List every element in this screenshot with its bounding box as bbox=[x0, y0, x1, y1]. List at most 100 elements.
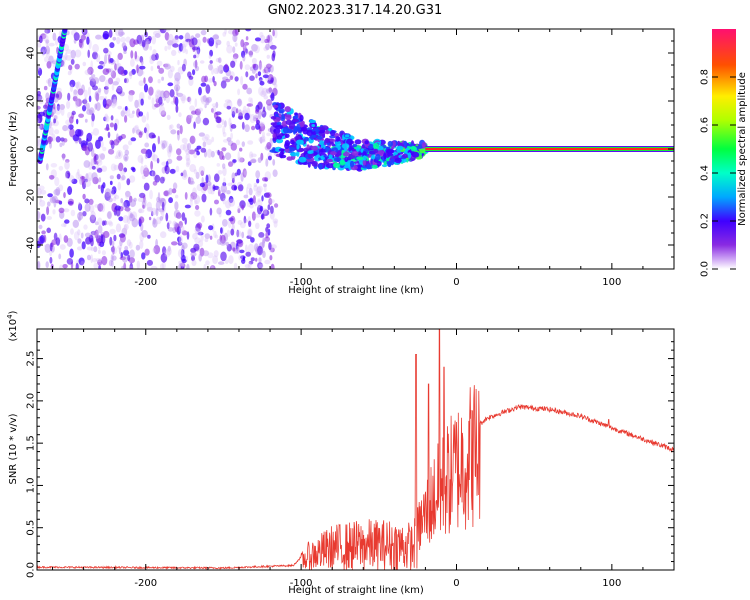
noise-blob bbox=[235, 139, 241, 146]
noise-blob bbox=[196, 230, 202, 236]
band-blob bbox=[335, 136, 340, 142]
noise-blob bbox=[255, 190, 262, 197]
noise-blob bbox=[75, 82, 79, 89]
noise-blob bbox=[245, 71, 249, 78]
noise-blob bbox=[170, 129, 177, 135]
noise-blob bbox=[270, 263, 275, 269]
noise-blob bbox=[222, 166, 227, 177]
noise-blob bbox=[37, 94, 43, 102]
noise-blob bbox=[82, 193, 86, 200]
band-blob bbox=[300, 126, 308, 132]
noise-blob bbox=[196, 222, 203, 229]
noise-blob bbox=[41, 49, 46, 57]
y-tick-label: 40 bbox=[26, 47, 37, 60]
noise-blob bbox=[37, 42, 42, 48]
noise-blob bbox=[194, 108, 201, 116]
noise-blob bbox=[151, 211, 154, 217]
noise-blob bbox=[233, 185, 237, 191]
noise-blob bbox=[104, 127, 110, 131]
band-blob bbox=[364, 140, 369, 145]
noise-blob bbox=[172, 220, 177, 227]
noise-blob bbox=[110, 140, 115, 150]
noise-blob bbox=[259, 121, 263, 126]
noise-blob bbox=[207, 252, 214, 259]
noise-blob bbox=[174, 222, 179, 228]
noise-blob bbox=[78, 39, 83, 48]
noise-blob bbox=[113, 164, 119, 171]
noise-blob bbox=[69, 128, 75, 138]
noise-blob bbox=[215, 116, 222, 124]
noise-blob bbox=[248, 50, 253, 58]
noise-blob bbox=[225, 209, 232, 216]
noise-blob bbox=[132, 110, 135, 115]
noise-blob bbox=[111, 189, 116, 195]
noise-blob bbox=[44, 29, 48, 37]
noise-blob bbox=[65, 170, 71, 179]
noise-blob bbox=[175, 165, 180, 173]
noise-blob bbox=[265, 158, 269, 167]
band-blob bbox=[403, 140, 408, 148]
noise-blob bbox=[209, 60, 213, 64]
noise-blob bbox=[74, 63, 80, 70]
noise-blob bbox=[95, 53, 101, 63]
noise-blob bbox=[199, 60, 205, 64]
noise-blob bbox=[136, 34, 143, 45]
noise-blob bbox=[218, 57, 222, 64]
noise-blob bbox=[43, 85, 48, 91]
noise-blob bbox=[45, 45, 50, 55]
noise-blob bbox=[139, 65, 146, 70]
noise-blob bbox=[152, 154, 158, 162]
noise-blob bbox=[134, 99, 139, 109]
noise-blob bbox=[272, 159, 276, 166]
noise-blob bbox=[140, 165, 144, 175]
band-blob bbox=[296, 139, 304, 145]
noise-blob bbox=[60, 223, 67, 228]
noise-blob bbox=[75, 98, 79, 108]
noise-blob bbox=[187, 143, 191, 151]
noise-blob bbox=[191, 46, 199, 51]
noise-blob bbox=[174, 201, 179, 211]
x-tick-label: -100 bbox=[290, 578, 313, 589]
noise-blob bbox=[244, 64, 251, 71]
noise-blob bbox=[159, 29, 167, 34]
noise-blob bbox=[224, 29, 227, 35]
noise-blob bbox=[259, 136, 263, 144]
noise-blob bbox=[247, 243, 255, 254]
noise-blob bbox=[144, 41, 149, 50]
noise-blob bbox=[261, 195, 264, 202]
noise-blob bbox=[188, 177, 194, 185]
noise-blob bbox=[53, 189, 60, 196]
noise-blob bbox=[111, 240, 115, 247]
noise-blob bbox=[243, 41, 250, 46]
noise-blob bbox=[101, 250, 106, 256]
noise-blob bbox=[114, 29, 122, 37]
noise-blob bbox=[81, 175, 85, 185]
band-blob bbox=[278, 148, 285, 152]
noise-blob bbox=[231, 172, 236, 181]
noise-blob bbox=[188, 75, 194, 80]
noise-blob bbox=[122, 144, 129, 151]
noise-blob bbox=[216, 207, 222, 215]
band-blob bbox=[339, 159, 346, 166]
noise-blob bbox=[41, 34, 49, 42]
y-tick-label: -20 bbox=[26, 189, 37, 205]
noise-blob bbox=[62, 125, 68, 132]
noise-blob bbox=[148, 86, 154, 96]
band-blob bbox=[346, 138, 353, 146]
noise-blob bbox=[158, 197, 166, 202]
noise-blob bbox=[251, 57, 257, 65]
noise-blob bbox=[232, 247, 236, 252]
noise-blob bbox=[63, 138, 68, 143]
noise-blob bbox=[226, 105, 232, 110]
noise-blob bbox=[82, 61, 87, 67]
noise-blob bbox=[205, 174, 209, 184]
noise-blob bbox=[250, 97, 254, 107]
noise-blob bbox=[64, 160, 70, 170]
noise-blob bbox=[217, 64, 224, 75]
noise-blob bbox=[129, 38, 136, 48]
noise-blob bbox=[247, 261, 252, 269]
noise-blob bbox=[98, 177, 102, 183]
noise-blob bbox=[168, 187, 173, 195]
noise-blob bbox=[98, 153, 105, 158]
band-blob bbox=[285, 119, 293, 126]
